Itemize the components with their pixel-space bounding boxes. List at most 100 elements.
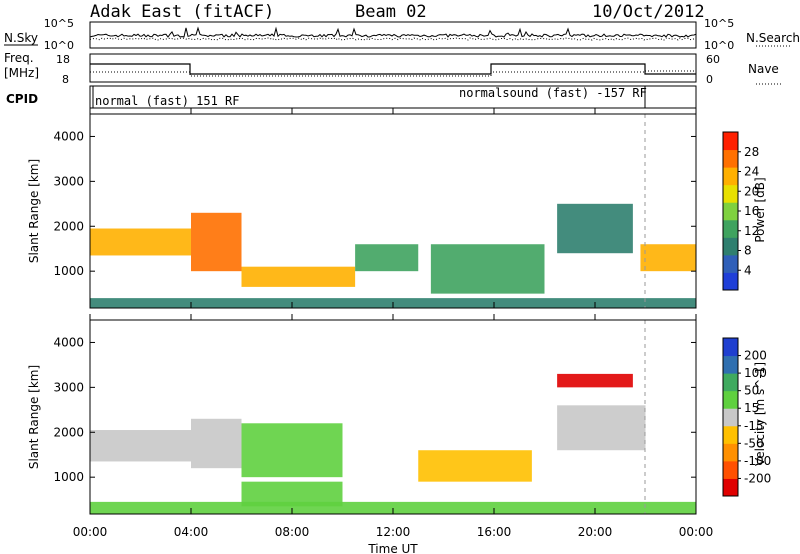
velocity-colorbar: 200 100 50 15 -15 -50 -100 -200 [722,337,771,497]
nave-label: Nave [748,62,779,76]
velocity-ytick-label: 4000 [53,335,84,349]
velocity-colorbar-tick-label: 100 [744,366,767,380]
noise-right-tick-bottom: 10^0 [704,39,734,52]
velocity-colorbar-swatch [723,373,738,392]
velocity-echo-region [418,450,532,482]
velocity-colorbar-swatch [723,408,738,427]
power-panel: 1000 2000 3000 4000 Slant Range [km] [27,113,697,309]
x-tick-label: 16:00 [477,525,512,539]
power-colorbar-swatch [723,202,738,221]
power-colorbar-swatch [723,254,738,273]
power-colorbar-swatch [723,237,738,256]
velocity-colorbar-swatch [723,338,738,357]
x-tick-label: 00:00 [679,525,714,539]
power-colorbar-tick-label: 4 [744,263,752,277]
velocity-echo-region [90,501,696,514]
x-tick-label: 20:00 [578,525,613,539]
freq-trace [90,63,696,75]
velocity-colorbar-frame [722,337,739,497]
power-colorbar-tick-label: 24 [744,165,759,179]
velocity-colorbar-swatch [723,443,738,462]
velocity-colorbar-swatch [723,390,738,409]
power-echo-region [430,244,545,294]
noise-right-tick-top: 10^5 [704,17,734,30]
velocity-colorbar-tick-label: -200 [744,471,771,485]
power-colorbar-tick-label: 12 [744,224,759,238]
power-echo-region [191,212,242,272]
velocity-colorbar-tick-label: 50 [744,384,759,398]
velocity-colorbar-tick-label: 200 [744,349,767,363]
power-ytick-label: 1000 [53,264,84,278]
power-colorbar: 4 8 12 16 20 24 28 [722,131,759,291]
power-colorbar-label: Power [dB] [753,177,767,242]
date-label: 10/Oct/2012 [592,2,705,22]
x-tick-label: 04:00 [174,525,209,539]
n-search-label: N.Search [746,31,800,45]
velocity-echo-region [90,430,191,462]
n-sky-label: N.Sky [4,31,38,45]
noise-tick-top: 10^5 [44,17,74,30]
velocity-echo-region [241,423,343,478]
power-colorbar-swatch [723,272,738,291]
power-colorbar-tick-label: 28 [744,145,759,159]
velocity-colorbar-tick-label: -15 [744,419,764,433]
cpid-mode-normal: normal (fast) 151 RF [95,94,240,108]
power-colorbar-swatch [723,149,738,168]
power-colorbar-swatch [723,219,738,238]
nave-trace [90,70,696,77]
nave-tick-bottom: 0 [706,73,713,86]
power-echo-region [557,203,633,254]
freq-tick-top: 18 [56,53,70,66]
noise-search-trace [89,37,697,41]
power-colorbar-tick-label: 8 [744,244,752,258]
power-cells [90,203,696,308]
velocity-ytick-label: 1000 [53,470,84,484]
radar-title: Adak East (fitACF) [90,2,274,22]
x-tick-label: 00:00 [73,525,108,539]
cpid-panel: CPID normal (fast) 151 RF normalsound (f… [6,85,697,109]
cpid-mode-normalsound: normalsound (fast) -157 RF [459,86,647,100]
power-colorbar-swatch [723,167,738,186]
freq-unit-label: [MHz] [4,66,39,80]
power-echo-region [640,244,696,272]
velocity-colorbar-tick-label: -50 [744,436,764,450]
power-ytick-label: 3000 [53,174,84,188]
velocity-ytick-label: 2000 [53,425,84,439]
velocity-colorbar-swatch [723,478,738,497]
velocity-echo-region [557,405,646,451]
power-echo-region [355,244,419,272]
x-tick-label: 12:00 [376,525,411,539]
noise-panel: 10^5 10^0 10^5 10^0 N.Sky N.Search [4,17,800,52]
velocity-echo-region [557,373,633,388]
nave-tick-top: 60 [706,53,720,66]
power-echo-region [90,228,191,256]
velocity-cells [90,373,696,514]
velocity-colorbar-swatch [723,425,738,444]
power-echo-region [241,266,356,287]
power-ylabel: Slant Range [km] [27,159,41,263]
power-colorbar-tick-label: 20 [744,184,759,198]
velocity-colorbar-label: Velocity [m s^-1] [753,362,767,466]
velocity-colorbar-tick-label: -100 [744,454,771,468]
beam-label: Beam 02 [355,2,427,22]
power-colorbar-swatch [723,184,738,203]
x-axis: 00:00 04:00 08:00 12:00 16:00 20:00 00:00 [73,108,714,539]
velocity-colorbar-swatch [723,355,738,374]
freq-panel: 18 8 60 0 Freq. [MHz] Nave [4,51,782,86]
velocity-colorbar-swatch [723,460,738,479]
x-tick-label: 08:00 [275,525,310,539]
velocity-colorbar-tick-label: 15 [744,401,759,415]
noise-sky-trace [89,26,697,38]
noise-tick-bottom: 10^0 [44,39,74,52]
power-ytick-label: 2000 [53,219,84,233]
velocity-ytick-label: 3000 [53,380,84,394]
power-colorbar-swatch [723,132,738,151]
velocity-ylabel: Slant Range [km] [27,365,41,469]
velocity-panel: 1000 2000 3000 4000 Slant Range [km] [27,319,697,515]
x-axis-label: Time UT [367,542,418,554]
power-colorbar-tick-label: 16 [744,204,759,218]
velocity-echo-region [191,418,242,469]
power-ytick-label: 4000 [53,129,84,143]
freq-tick-bottom: 8 [62,73,69,86]
